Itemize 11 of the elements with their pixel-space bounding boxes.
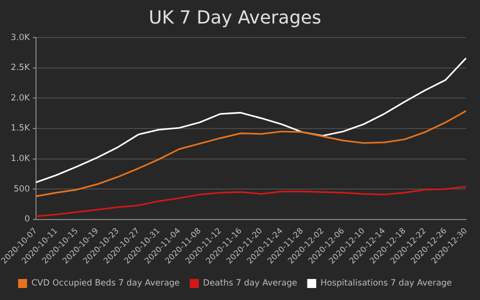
y-tick-label: 2.0K bbox=[10, 93, 30, 104]
y-tick-label: 500 bbox=[14, 184, 30, 194]
chart-title: UK 7 Day Averages bbox=[148, 7, 322, 28]
legend-label: CVD Occupied Beds 7 day Average bbox=[31, 278, 180, 289]
legend-label: Hospitalisations 7 day Average bbox=[320, 278, 452, 289]
y-tick-label: 2.5K bbox=[10, 63, 30, 74]
y-tick-label: 1.0K bbox=[10, 154, 30, 164]
y-tick-label: 3.0K bbox=[10, 32, 30, 43]
y-tick-label: 1.5K bbox=[10, 124, 30, 134]
y-tick-label: 0 bbox=[24, 214, 30, 225]
legend-label: Deaths 7 day Average bbox=[203, 278, 298, 289]
